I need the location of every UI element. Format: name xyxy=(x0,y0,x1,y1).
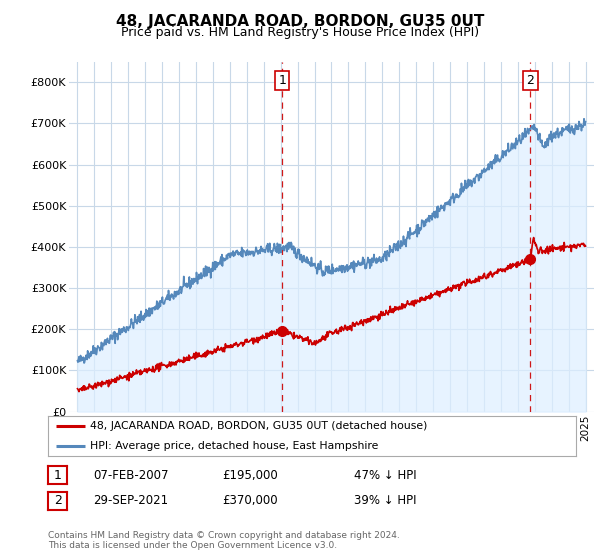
Text: £370,000: £370,000 xyxy=(222,494,278,507)
Text: 48, JACARANDA ROAD, BORDON, GU35 0UT (detached house): 48, JACARANDA ROAD, BORDON, GU35 0UT (de… xyxy=(90,421,428,431)
Text: HPI: Average price, detached house, East Hampshire: HPI: Average price, detached house, East… xyxy=(90,441,379,451)
Text: £195,000: £195,000 xyxy=(222,469,278,482)
Text: 1: 1 xyxy=(278,74,286,87)
Text: 07-FEB-2007: 07-FEB-2007 xyxy=(93,469,169,482)
Text: 2: 2 xyxy=(53,494,62,507)
Text: 48, JACARANDA ROAD, BORDON, GU35 0UT: 48, JACARANDA ROAD, BORDON, GU35 0UT xyxy=(116,14,484,29)
Text: 39% ↓ HPI: 39% ↓ HPI xyxy=(354,494,416,507)
Text: 29-SEP-2021: 29-SEP-2021 xyxy=(93,494,168,507)
Text: 47% ↓ HPI: 47% ↓ HPI xyxy=(354,469,416,482)
Text: 2: 2 xyxy=(527,74,535,87)
Text: Price paid vs. HM Land Registry's House Price Index (HPI): Price paid vs. HM Land Registry's House … xyxy=(121,26,479,39)
Text: 1: 1 xyxy=(53,469,62,482)
Text: Contains HM Land Registry data © Crown copyright and database right 2024.
This d: Contains HM Land Registry data © Crown c… xyxy=(48,531,400,550)
